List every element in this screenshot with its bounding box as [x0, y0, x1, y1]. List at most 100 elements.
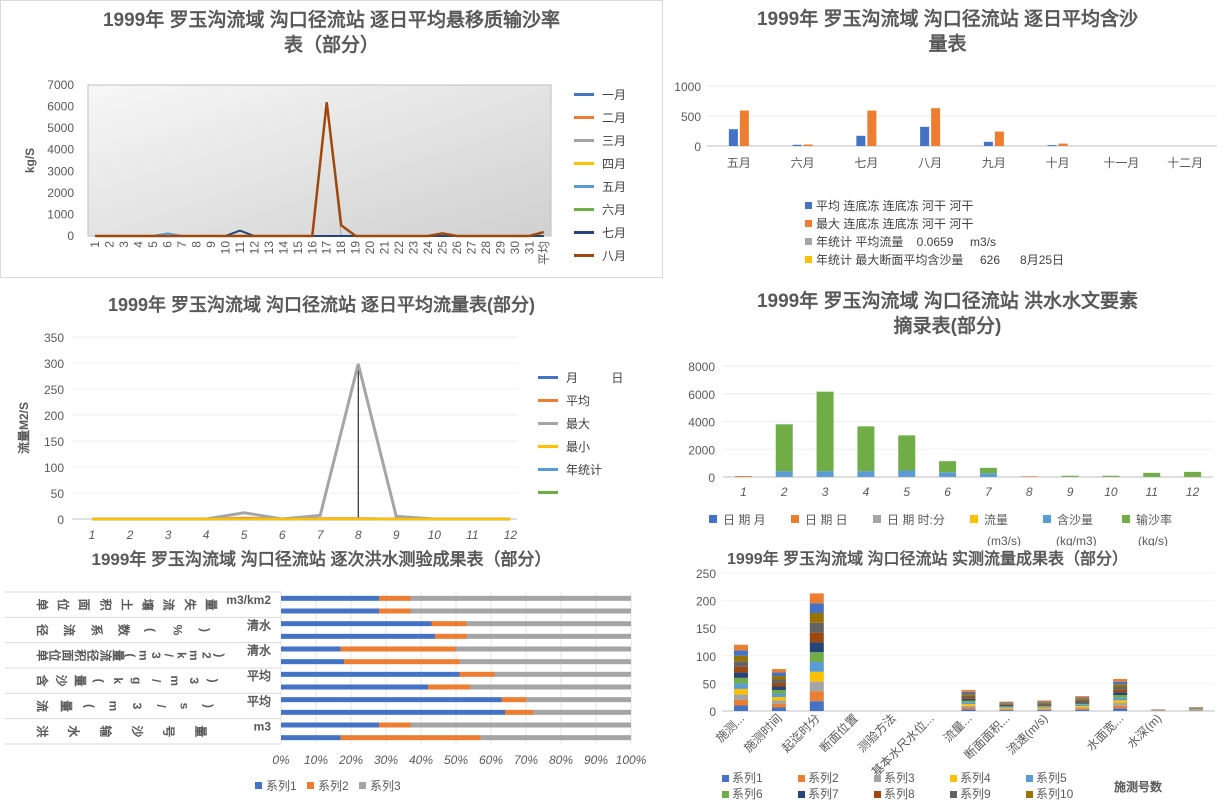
category-label-char: m — [136, 650, 150, 661]
x-tick-label: 25 — [435, 241, 449, 255]
bar-segment — [775, 471, 793, 477]
bar-segment — [470, 684, 631, 690]
legend-item: 平均 连底冻 连底冻 河干 河干 — [805, 196, 1064, 214]
bar-segment — [999, 704, 1014, 706]
bar-segment — [961, 702, 976, 705]
bar-segment — [281, 659, 344, 665]
x-tick-label: 6 — [944, 485, 951, 499]
legend: 一月 二月 三月 四月 五月 六月 七月 八月 — [574, 83, 626, 267]
x-tick-label: 3 — [117, 241, 131, 248]
category-label-char: 量 — [111, 649, 125, 661]
bar-segment — [733, 688, 748, 695]
bar-segment — [734, 476, 752, 477]
legend-label: 系列6 — [732, 787, 763, 801]
chart-title: 1999年 罗玉沟流域 沟口径流站 逐次洪水测验成果表（部分） — [91, 550, 552, 569]
legend-label: 日 期 日 — [805, 513, 848, 527]
legend-label: 五月 — [602, 180, 627, 194]
x-tick-label: 4 — [203, 528, 210, 542]
x-tick-label: 30% — [374, 753, 398, 767]
category-label-unit: 清水 — [247, 617, 272, 632]
bar — [1058, 143, 1068, 146]
y-tick-label: 250 — [696, 567, 716, 581]
category-label-char: 3 — [149, 652, 163, 659]
legend-label: 流量 — [984, 513, 1008, 527]
category-label-char: / — [149, 679, 163, 683]
category-label-unit: m3 — [254, 720, 272, 734]
bar-segment — [809, 671, 824, 682]
bar-segment — [466, 633, 631, 639]
legend-swatch — [359, 782, 366, 789]
bar-segment — [999, 709, 1014, 711]
category-label-char: ) — [206, 679, 220, 683]
x-tick-label: 流速(m/s) — [1004, 711, 1050, 757]
legend-label: 四月 — [602, 157, 627, 171]
chart-panel-sediment-rate: 1999年 罗玉沟流域 沟口径流站 逐日平均悬移质输沙率 表（部分） 0 1000… — [0, 0, 663, 278]
category-label-char: % — [171, 625, 185, 636]
category-label-char: k — [174, 652, 188, 659]
x-tick-label: 2 — [103, 241, 117, 248]
legend-swatch — [574, 162, 594, 165]
legend-swatch — [574, 139, 594, 142]
y-tick-label: 0 — [694, 140, 701, 154]
series-line-8 — [95, 102, 545, 238]
legend-label: 最小 — [566, 440, 591, 454]
bar-segment — [961, 709, 976, 711]
bar-segment — [281, 709, 505, 715]
bar-segment — [809, 613, 824, 623]
bar-segment — [459, 659, 631, 665]
x-tick-label: 6 — [279, 528, 286, 542]
bar-segment — [771, 686, 786, 691]
y-tick-label: 4000 — [47, 143, 74, 157]
category-label-char: 沙 — [54, 675, 68, 687]
category-label-char: 2 — [200, 652, 214, 659]
legend-swatch — [950, 791, 957, 798]
bar-segment — [1113, 705, 1128, 709]
x-tick-label: 1 — [740, 485, 747, 499]
x-tick-label: 7 — [317, 528, 325, 542]
legend-swatch — [538, 445, 558, 448]
bar-segment — [999, 708, 1014, 710]
y-tick-label: 6000 — [47, 100, 74, 114]
legend-item: 七月 — [574, 221, 626, 244]
bar-segment — [809, 632, 824, 643]
x-tick-label: 31 — [522, 241, 536, 255]
legend-label: 系列4 — [960, 771, 991, 785]
x-tick-label: 十月 — [1046, 156, 1070, 170]
bar-segment — [1037, 704, 1052, 706]
legend-swatch — [791, 515, 799, 523]
legend-item: 年统计 最大断面平均含沙量 626 8月25日 — [805, 250, 1064, 268]
bar-segment — [979, 473, 997, 477]
bar-segment — [1075, 696, 1090, 698]
category-label-char: 沙 — [130, 725, 144, 737]
bar-segment — [1061, 475, 1079, 477]
legend: 平均 连底冻 连底冻 河干 河干 最大 连底冻 连底冻 河干 河干 年统计 平均流量… — [805, 196, 1064, 268]
category-label-char: 流 — [62, 624, 77, 636]
bar-segment — [857, 426, 875, 472]
legend-label: 平均 连底冻 连底冻 河干 河干 — [816, 198, 974, 213]
category-label-unit: 清水 — [247, 643, 272, 658]
x-tick-label: 施测时间 — [741, 711, 785, 755]
y-tick-label: 7000 — [47, 78, 74, 92]
bar-segment — [809, 691, 824, 702]
category-label-char: ( — [144, 628, 158, 632]
bar-segment — [771, 683, 786, 687]
x-tick-label: 23 — [407, 241, 421, 255]
x-tick-label: 30 — [508, 241, 522, 255]
x-tick-label: 70% — [514, 753, 538, 767]
category-label-char: 流 — [98, 649, 113, 661]
x-tick-label: 20 — [363, 241, 377, 255]
bar-segment — [999, 702, 1014, 704]
x-tick-label: 2 — [126, 528, 134, 542]
x-tick-label: 10% — [304, 753, 328, 767]
bar-segment — [505, 709, 533, 715]
bar-segment — [939, 472, 957, 477]
chart-plot-sediment-concentration: 0 500 1000 五月 六月 七月 八月 九月 十月 十一月 十二月 — [674, 80, 1217, 170]
chart-panel-discharge: 1999年 罗玉沟流域 沟口径流站 逐日平均流量表(部分) 0 50 100 150 2… — [0, 282, 663, 544]
bar-segment — [1113, 689, 1128, 693]
bar-segment — [999, 706, 1014, 708]
x-tick-label: 八月 — [918, 156, 942, 170]
x-tick-label: 水深(m) — [1125, 711, 1165, 751]
x-tick-label: 100% — [616, 753, 647, 767]
y-tick-label: 50 — [51, 487, 65, 501]
